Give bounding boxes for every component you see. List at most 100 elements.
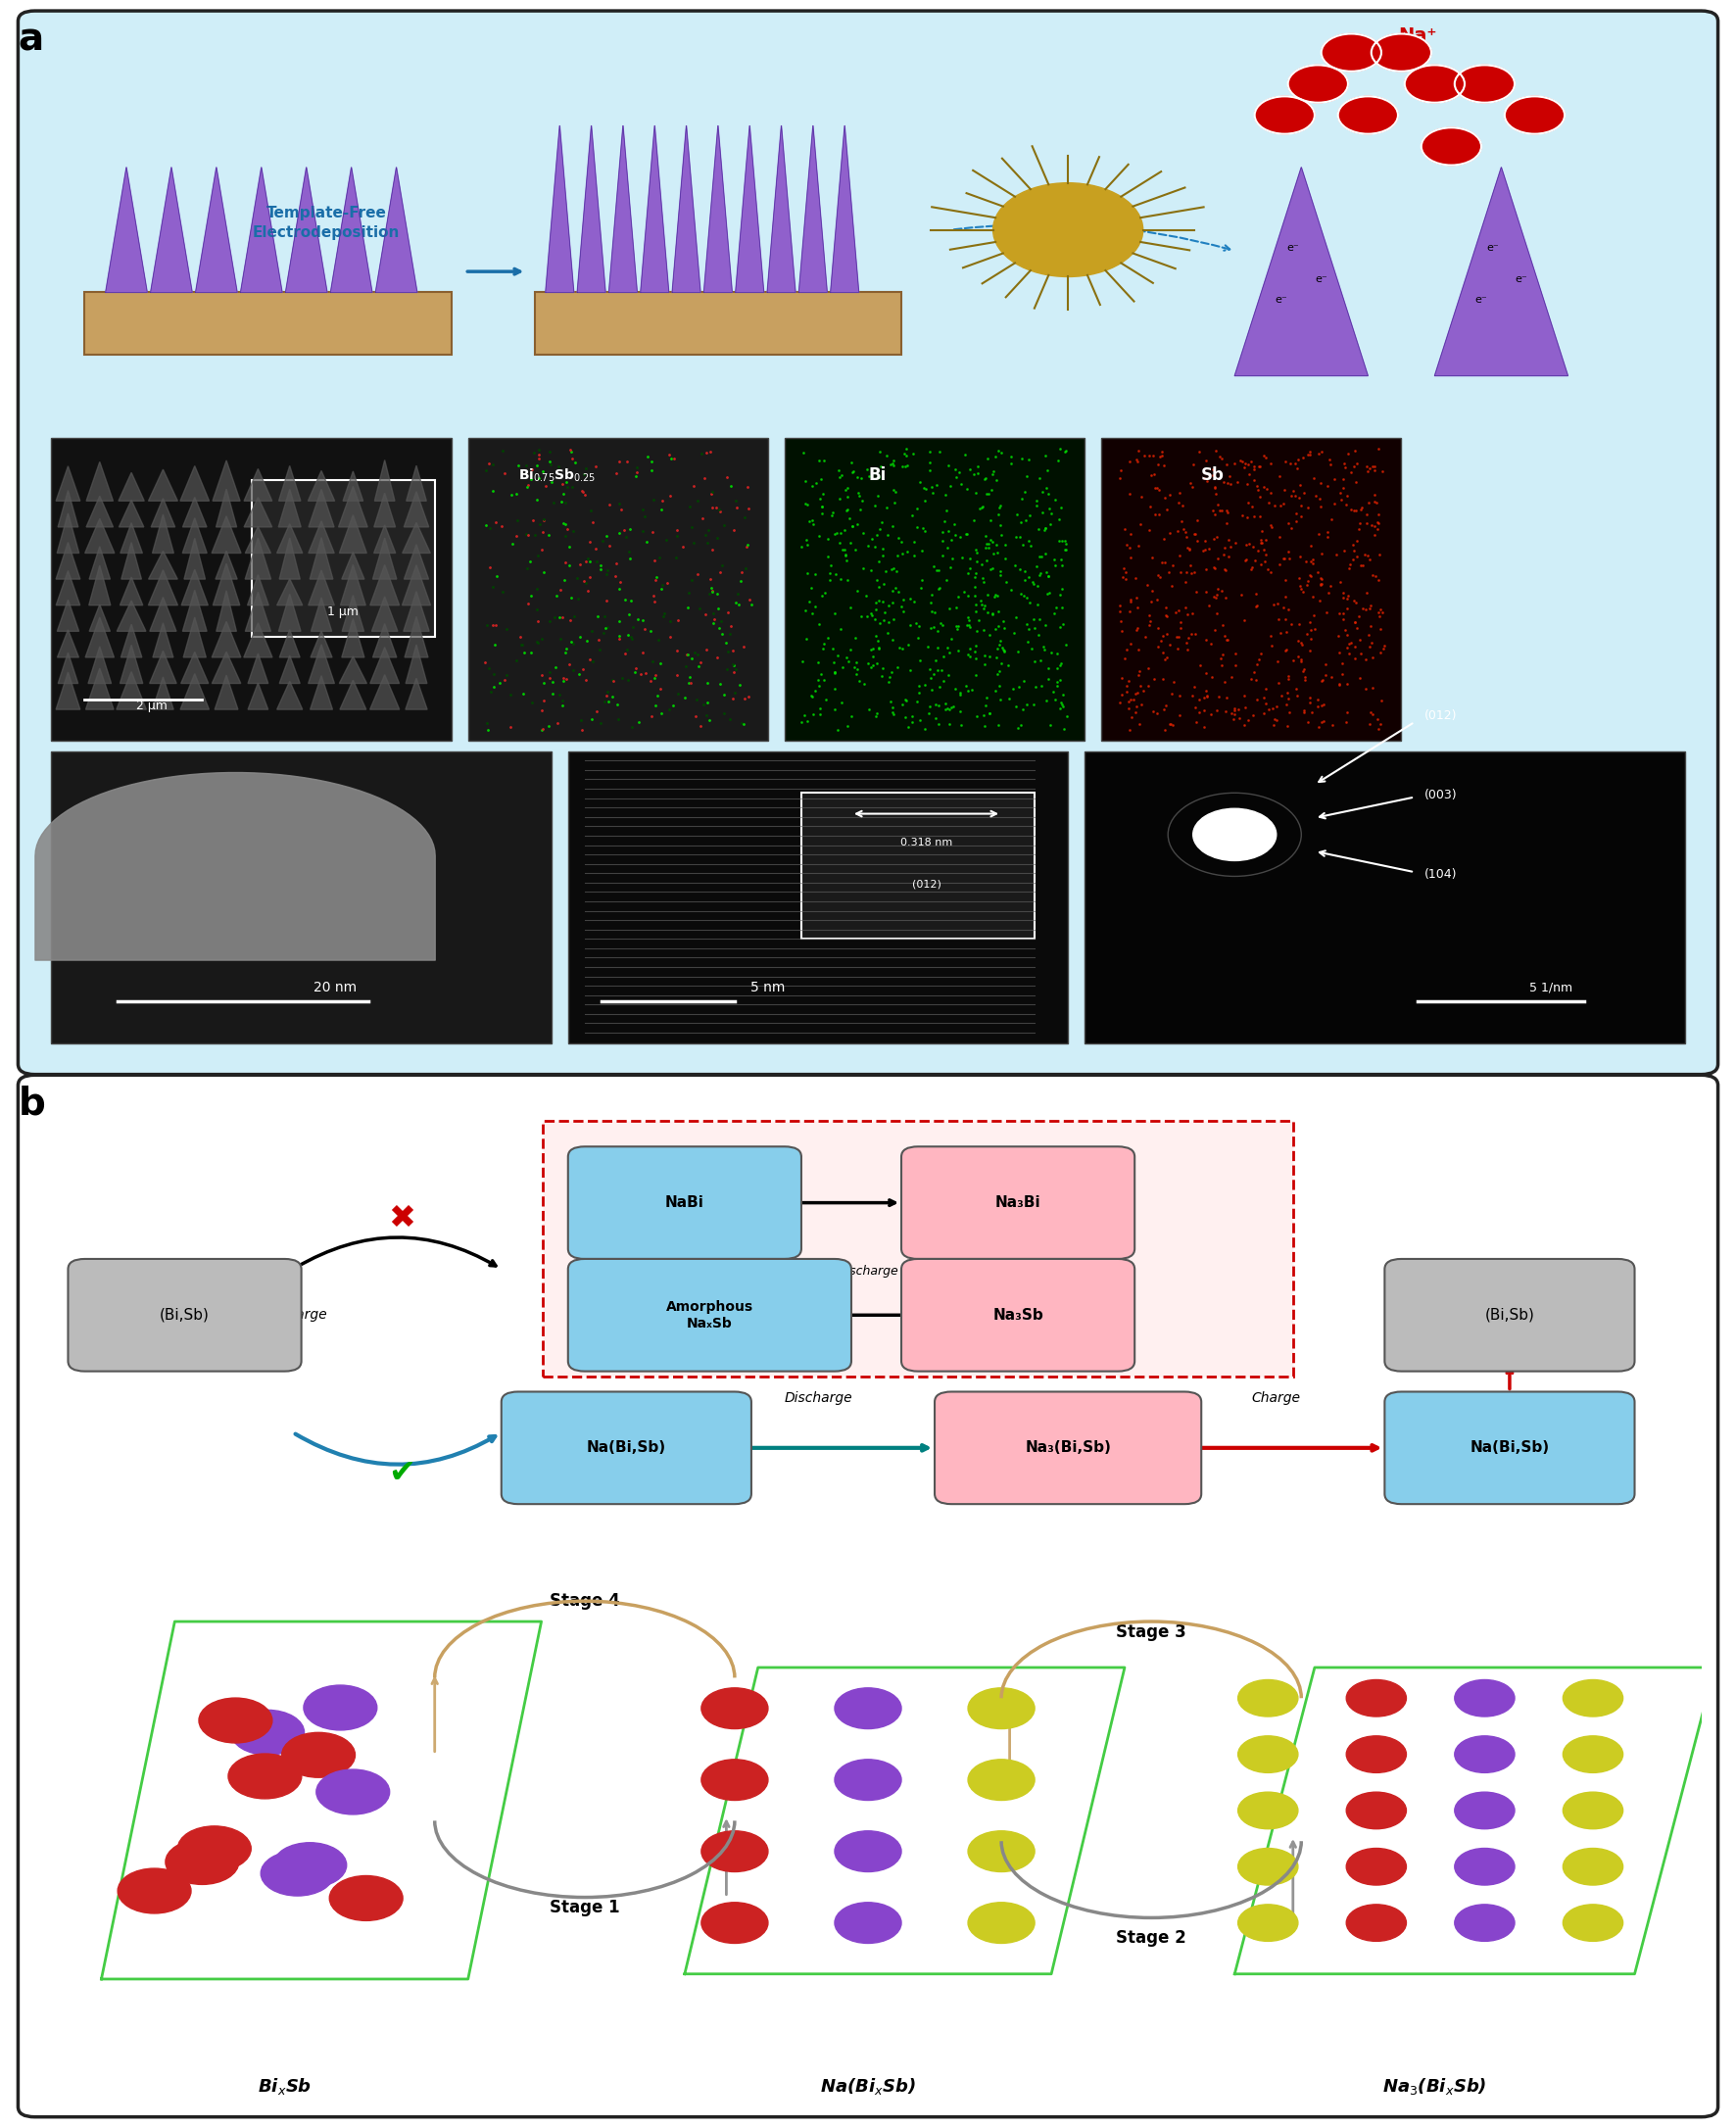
FancyBboxPatch shape [52,438,451,741]
Polygon shape [120,523,142,553]
Circle shape [1371,34,1430,72]
Polygon shape [182,589,207,632]
Polygon shape [799,126,826,292]
Polygon shape [87,496,113,528]
Polygon shape [703,126,733,292]
Circle shape [165,1839,240,1885]
Circle shape [1347,1679,1406,1717]
Polygon shape [373,538,396,579]
Polygon shape [406,679,427,709]
Text: (012): (012) [911,879,941,890]
Text: (012): (012) [1425,709,1458,721]
Polygon shape [403,564,431,604]
Polygon shape [736,126,764,292]
Polygon shape [57,489,78,528]
Circle shape [330,1875,403,1922]
Polygon shape [339,655,366,683]
Polygon shape [339,487,368,528]
Polygon shape [57,653,78,683]
Polygon shape [279,655,300,683]
Polygon shape [403,592,429,632]
FancyBboxPatch shape [68,1260,302,1370]
Polygon shape [342,596,365,632]
FancyBboxPatch shape [785,438,1085,741]
Polygon shape [278,489,300,528]
Circle shape [1238,1792,1299,1828]
Circle shape [1422,128,1481,166]
Circle shape [835,1830,901,1873]
Circle shape [969,1830,1035,1873]
Polygon shape [309,570,335,604]
Circle shape [1347,1792,1406,1828]
FancyBboxPatch shape [901,1147,1135,1260]
Polygon shape [56,570,80,604]
FancyBboxPatch shape [535,292,901,355]
Circle shape [1455,1736,1514,1773]
Polygon shape [151,168,193,292]
Text: Bi$_x$Sb: Bi$_x$Sb [257,2077,312,2096]
Circle shape [227,1753,302,1798]
Circle shape [701,1830,767,1873]
Circle shape [993,183,1142,277]
Polygon shape [279,538,300,579]
Polygon shape [309,489,333,528]
Polygon shape [89,604,109,632]
Circle shape [1455,1905,1514,1941]
Polygon shape [309,645,335,683]
Polygon shape [56,672,80,709]
Text: e⁻: e⁻ [1316,275,1328,283]
Polygon shape [330,168,372,292]
Polygon shape [404,545,429,579]
Text: e⁻: e⁻ [1286,243,1299,253]
Polygon shape [576,126,606,292]
Polygon shape [672,126,701,292]
Polygon shape [373,526,396,553]
Polygon shape [184,617,207,658]
Polygon shape [215,551,238,579]
Circle shape [1505,96,1564,134]
Circle shape [1562,1849,1623,1885]
FancyBboxPatch shape [1385,1392,1635,1504]
Circle shape [1238,1679,1299,1717]
Polygon shape [241,168,283,292]
Polygon shape [245,468,273,500]
Polygon shape [153,677,174,709]
Circle shape [1562,1792,1623,1828]
Circle shape [701,1902,767,1943]
Text: Na(Bi,Sb): Na(Bi,Sb) [587,1441,667,1456]
Polygon shape [215,489,236,528]
Polygon shape [278,681,302,709]
Polygon shape [122,624,142,658]
Text: Na₃Sb: Na₃Sb [993,1309,1043,1321]
Polygon shape [248,683,267,709]
Circle shape [118,1868,191,1913]
Circle shape [1347,1736,1406,1773]
Polygon shape [248,575,269,604]
Polygon shape [148,570,177,604]
Text: Na(Bi$_x$Sb): Na(Bi$_x$Sb) [819,2077,917,2096]
Polygon shape [403,523,431,553]
Circle shape [1455,1849,1514,1885]
Polygon shape [151,498,175,528]
Polygon shape [245,538,271,579]
Circle shape [1193,809,1276,860]
Text: (104): (104) [1425,868,1458,881]
Polygon shape [1434,168,1568,377]
Polygon shape [212,460,240,500]
Polygon shape [85,519,115,553]
Circle shape [177,1826,252,1871]
Polygon shape [279,466,300,500]
Circle shape [835,1760,901,1800]
Polygon shape [311,632,332,658]
FancyBboxPatch shape [1085,751,1684,1043]
Polygon shape [370,647,399,683]
Polygon shape [106,168,148,292]
Polygon shape [184,538,205,579]
Polygon shape [181,651,208,683]
Circle shape [200,1698,273,1743]
Polygon shape [89,647,111,683]
Polygon shape [404,617,429,658]
Text: Discharge: Discharge [837,1264,899,1277]
Polygon shape [56,466,80,500]
Polygon shape [56,543,80,579]
